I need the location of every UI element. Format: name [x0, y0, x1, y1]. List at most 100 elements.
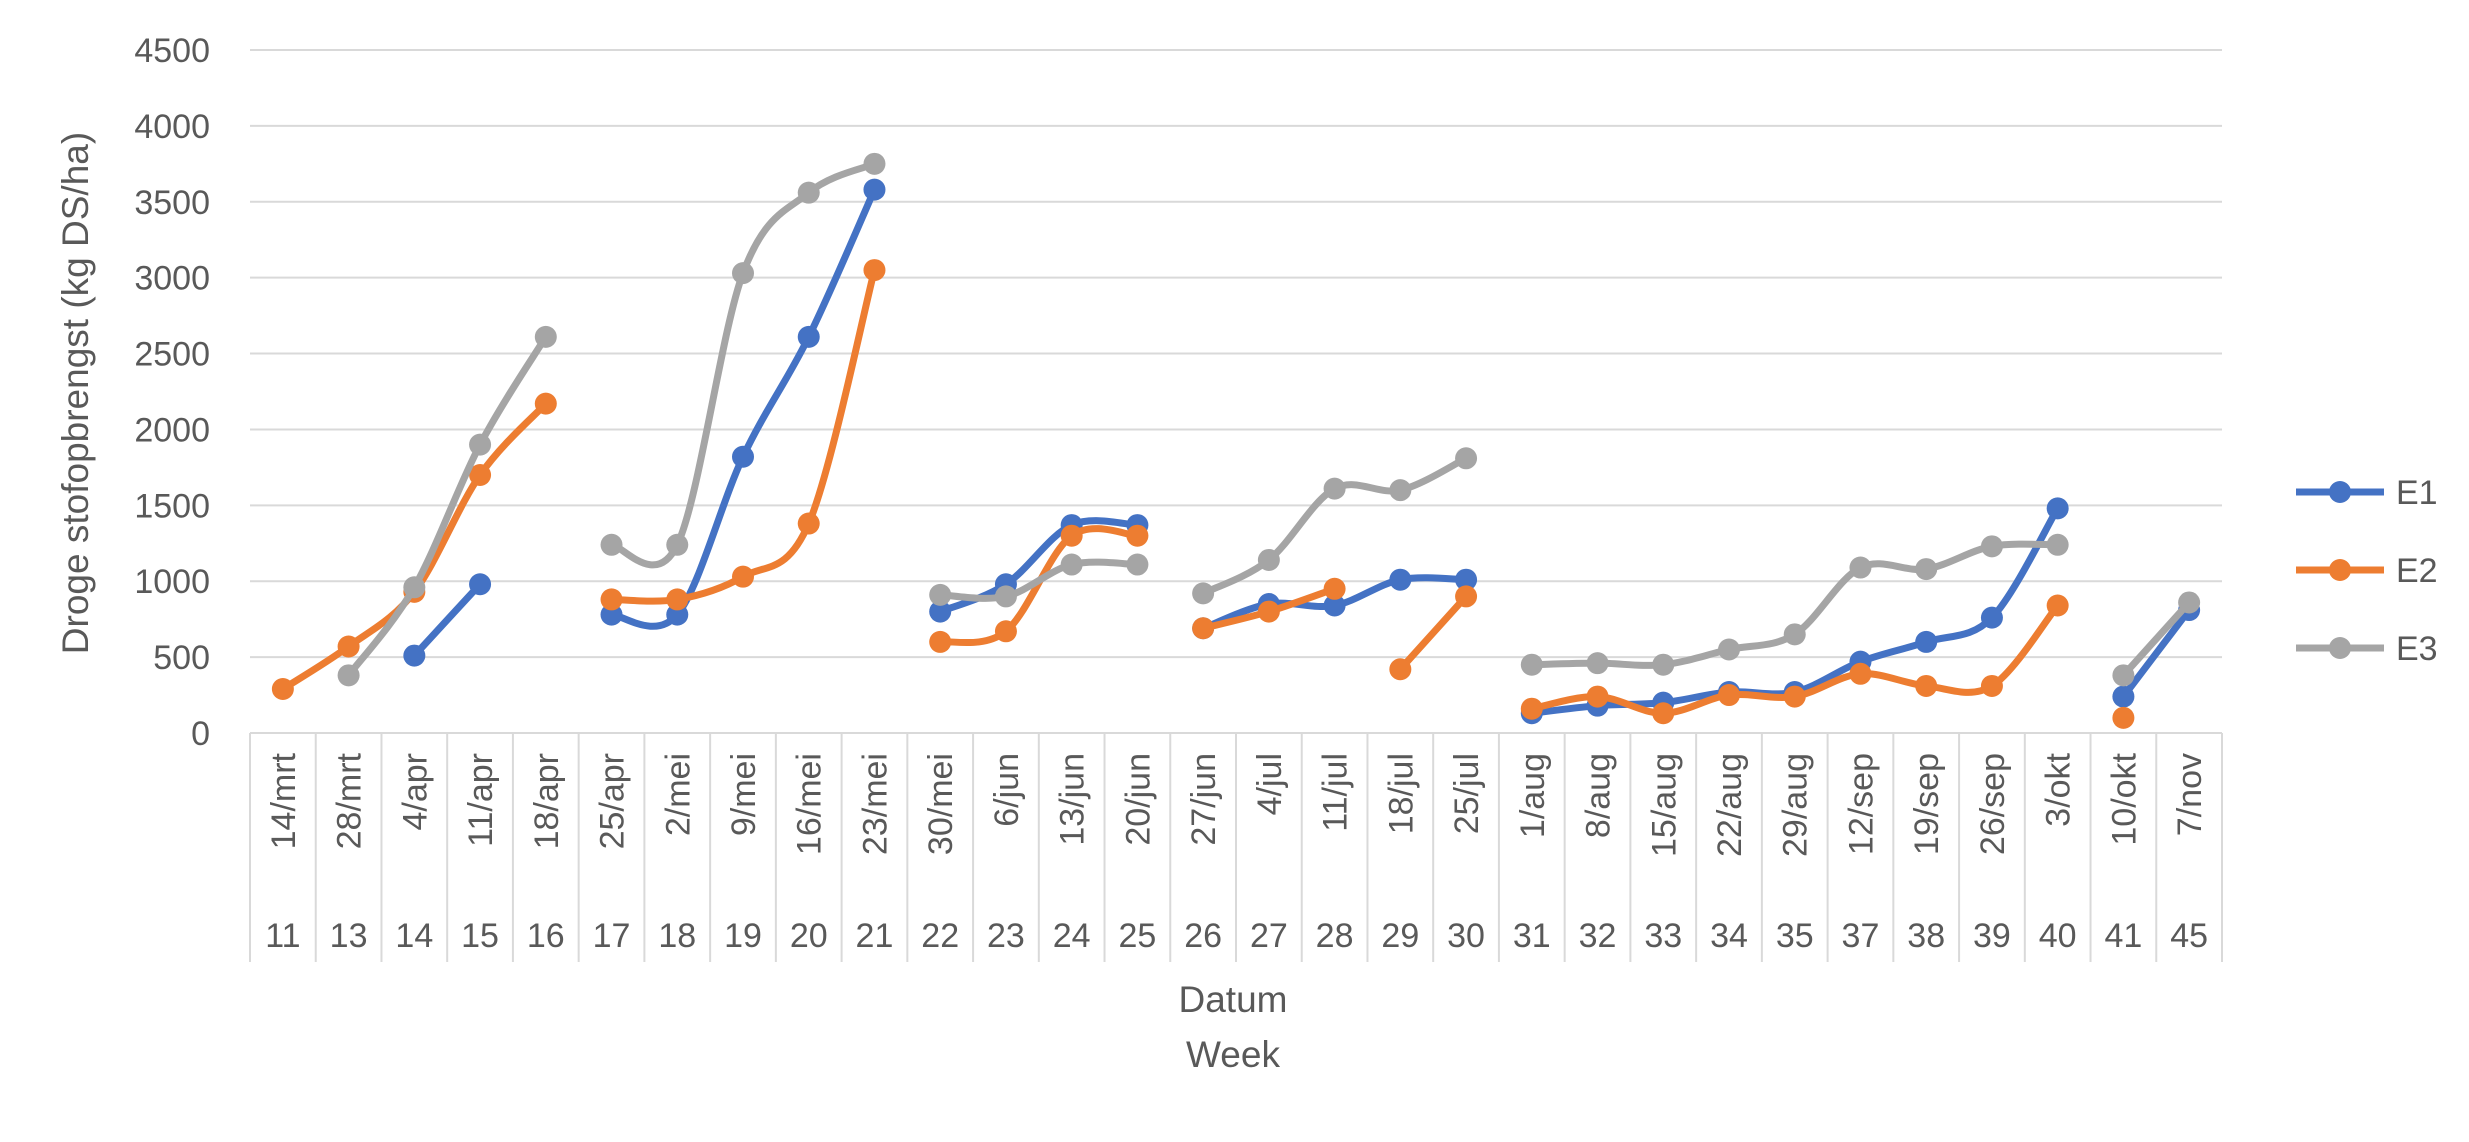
legend-label: E2 — [2396, 552, 2438, 590]
y-tick-label: 2000 — [134, 411, 210, 449]
x-tick-label: 25/jul — [1448, 753, 1486, 834]
week-label: 28 — [1316, 917, 1354, 955]
series-e2 — [271, 259, 2135, 729]
x-tick-label: 6/jun — [988, 753, 1026, 827]
x-axis-title: Datum — [1179, 979, 1288, 1020]
data-point — [1915, 558, 1938, 581]
week-label: 41 — [2104, 917, 2142, 955]
week-label: 45 — [2170, 917, 2208, 955]
data-point — [600, 603, 623, 626]
data-point — [929, 583, 952, 606]
x-tick-label: 11/jul — [1317, 753, 1355, 832]
x-tick-label: 4/jul — [1251, 753, 1289, 815]
data-point — [1389, 479, 1412, 502]
data-point — [1718, 638, 1740, 661]
week-label: 14 — [395, 917, 433, 955]
data-point — [1455, 568, 1478, 591]
y-tick-label: 1500 — [134, 487, 210, 525]
data-point — [1257, 600, 1280, 623]
series-line — [936, 525, 1141, 647]
data-point — [1915, 630, 1938, 653]
data-point — [929, 630, 952, 653]
data-point — [1192, 582, 1215, 605]
data-point — [1060, 524, 1083, 547]
data-point — [2178, 591, 2201, 614]
week-label: 17 — [593, 917, 631, 955]
x-tick-label: 27/jun — [1185, 753, 1223, 846]
x-tick-label: 12/sep — [1842, 753, 1880, 855]
data-point — [863, 259, 886, 282]
x-tick-label: 19/sep — [1908, 753, 1946, 855]
data-point — [1718, 684, 1740, 707]
data-point — [600, 588, 623, 611]
y-tick-label: 3000 — [134, 260, 210, 298]
data-point — [797, 512, 820, 535]
data-point — [1323, 577, 1346, 600]
week-label: 38 — [1907, 917, 1945, 955]
week-label: 24 — [1053, 917, 1091, 955]
data-point — [732, 565, 754, 588]
data-point — [1192, 617, 1215, 640]
data-point — [1980, 535, 2003, 558]
data-point — [469, 433, 492, 456]
week-label: 33 — [1644, 917, 1682, 955]
data-point — [469, 573, 492, 596]
data-point — [1586, 685, 1609, 708]
data-point — [863, 178, 886, 201]
week-label: 39 — [1973, 917, 2011, 955]
legend-label: E1 — [2396, 474, 2438, 512]
x-tick-label: 28/mrt — [331, 752, 369, 849]
data-point — [666, 603, 689, 626]
week-label: 32 — [1579, 917, 1617, 955]
week-label: 40 — [2039, 917, 2077, 955]
series-line — [2119, 606, 2193, 701]
week-label: 20 — [790, 917, 828, 955]
x-tick-label: 16/mei — [791, 753, 829, 855]
y-tick-label: 1000 — [134, 563, 210, 601]
x-tick-label: 30/mei — [922, 753, 960, 855]
week-label: 30 — [1447, 917, 1485, 955]
data-point — [1783, 623, 1806, 646]
data-point — [994, 620, 1017, 643]
series-line — [608, 266, 878, 605]
data-point — [1520, 697, 1543, 720]
x-tick-label: 13/jun — [1054, 753, 1092, 846]
x-tick-label: 20/jun — [1119, 753, 1157, 846]
week-label: 11 — [265, 917, 300, 955]
data-point — [1849, 662, 1872, 685]
x-tick-label: 3/okt — [2040, 752, 2078, 826]
data-point — [1586, 652, 1609, 675]
data-point — [1323, 477, 1346, 500]
data-point — [929, 600, 952, 623]
data-point — [337, 664, 360, 687]
week-label: 34 — [1710, 917, 1748, 955]
data-point — [1126, 553, 1149, 576]
data-point — [403, 576, 426, 599]
series-line — [2119, 598, 2193, 679]
data-point — [1389, 658, 1412, 681]
data-point — [1455, 447, 1478, 470]
week-label: 35 — [1776, 917, 1814, 955]
week-label: 19 — [724, 917, 762, 955]
data-point — [2112, 706, 2135, 729]
gridlines — [250, 49, 2222, 659]
data-point — [732, 262, 754, 285]
y-tick-label: 4500 — [134, 32, 210, 70]
y-tick-label: 0 — [191, 715, 210, 753]
data-point — [2112, 664, 2135, 687]
data-point — [1389, 568, 1412, 591]
week-label: 31 — [1513, 917, 1551, 955]
series-line — [936, 558, 1141, 602]
axes: 0 500 1000 1500 2000 2500 3000 3500 4000 4500 14/m… — [134, 32, 2223, 962]
data-point — [732, 445, 754, 468]
series-e3 — [337, 152, 2201, 687]
data-point — [1257, 548, 1280, 571]
legend-item-e1: E1 — [2296, 474, 2438, 512]
x-axis-subtitle: Week — [1186, 1034, 1280, 1075]
week-label: 18 — [658, 917, 696, 955]
data-point — [1783, 685, 1806, 708]
x-tick-label: 25/apr — [594, 753, 632, 849]
data-point — [994, 585, 1017, 608]
data-point — [1980, 606, 2003, 629]
